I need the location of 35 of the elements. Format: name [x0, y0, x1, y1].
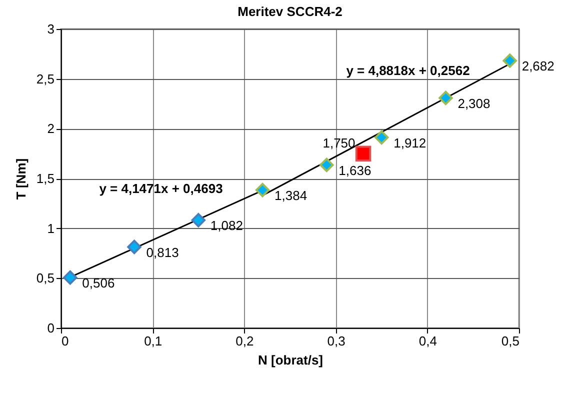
point [438, 90, 453, 106]
data-label: 2,682 [522, 58, 554, 74]
x-tick-label: 0,1 [144, 334, 162, 348]
y-axis-title: T [Nm] [13, 158, 28, 200]
point [320, 158, 334, 172]
data-label: 0,506 [82, 276, 115, 291]
point [374, 130, 389, 145]
data-label: 0,813 [146, 244, 179, 260]
point [63, 270, 78, 285]
chart-title: Meritev SCCR4-2 [238, 4, 342, 19]
point [191, 213, 206, 228]
point [127, 240, 142, 254]
y-tick-label: 2 [47, 121, 54, 136]
x-tick-label: 0,5 [501, 334, 520, 348]
y-tick-label: 1 [47, 220, 54, 236]
data-label: 1,384 [274, 188, 308, 204]
point [502, 54, 517, 68]
annotation: y = 4,1471x + 0,4693 [99, 181, 223, 196]
data-label: 2,308 [458, 96, 490, 111]
annotation: y = 4,8818x + 0,2562 [346, 63, 470, 78]
x-tick-label: 0,2 [236, 334, 254, 348]
y-tick-label: 1,5 [36, 171, 54, 186]
data-label: 1,750 [322, 136, 356, 151]
x-tick-label: 0,4 [418, 334, 437, 348]
y-tick-label: 0,5 [36, 270, 54, 286]
x-tick-label: 0,3 [327, 334, 346, 348]
point [355, 146, 372, 162]
y-tick-label: 2,5 [36, 71, 54, 86]
y-tick-label: 0 [47, 320, 54, 336]
data-label: 1,912 [394, 135, 426, 150]
y-tick-label: 3 [47, 22, 54, 36]
x-axis-title: N [obrat/s] [258, 352, 323, 368]
point [255, 182, 270, 198]
x-tick-label: 0 [62, 334, 69, 348]
data-label: 1,636 [338, 162, 372, 178]
